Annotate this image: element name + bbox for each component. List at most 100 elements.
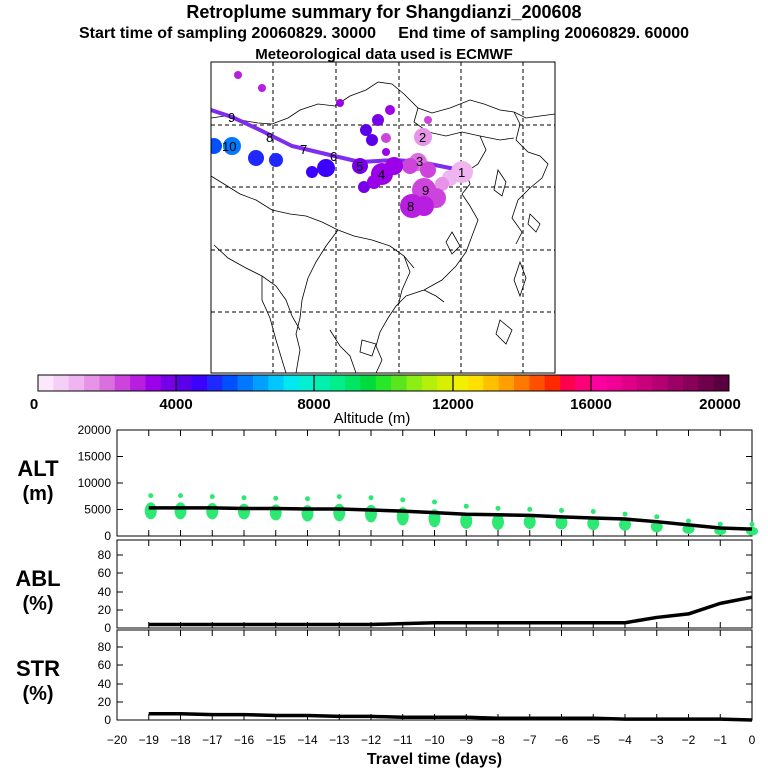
y-tick-label: 0 — [104, 713, 111, 727]
border-line — [397, 255, 411, 307]
spread-dot — [686, 518, 691, 524]
series-line-alt — [148, 506, 753, 531]
x-tick-label: −9 — [459, 733, 473, 747]
coast-line — [213, 244, 301, 331]
x-tick-label: −7 — [523, 733, 537, 747]
spread-dot — [273, 495, 279, 501]
colorbar-cell — [498, 375, 515, 391]
spread-dot — [241, 495, 247, 501]
colorbar-cell — [560, 375, 576, 391]
spread-dot — [495, 505, 501, 511]
colorbar-tick-label: 12000 — [432, 396, 474, 413]
panel-ylabel: STR — [16, 656, 60, 681]
y-tick-label: 0 — [104, 621, 111, 635]
colorbar-cell — [621, 375, 638, 391]
panel-ylabel-unit: (%) — [22, 683, 53, 705]
y-tick-label: 60 — [98, 566, 112, 580]
cluster-label: 5 — [356, 159, 363, 174]
colorbar-cell — [314, 375, 331, 391]
cluster-6 — [306, 159, 335, 178]
cluster-label: 6 — [330, 149, 337, 164]
colorbar-cell — [514, 375, 530, 391]
panel-alt: 20000 15000 10000 5000 0 ALT(m) — [17, 423, 758, 543]
spread-dot — [559, 507, 564, 513]
colorbar-cell — [652, 375, 668, 391]
x-tick-label: −3 — [650, 733, 664, 747]
map-background — [211, 62, 555, 373]
map-content: 1 2 3 4 5 6 7 8 9 10 9 8 — [211, 62, 555, 373]
border-line — [413, 107, 515, 141]
colorbar-cell — [529, 375, 546, 391]
coastlines-borders — [211, 81, 555, 373]
spread-blob — [555, 515, 568, 530]
colorbar-label: Altitude (m) — [334, 410, 411, 427]
x-tick-label: −17 — [202, 733, 223, 747]
spread-dot — [368, 495, 374, 501]
x-tick-label: 0 — [749, 733, 756, 747]
colorbar-cell — [667, 375, 684, 391]
spread-dot — [400, 497, 406, 503]
panel-ylabel: ABL — [15, 566, 60, 591]
spread-blob — [365, 504, 377, 523]
colorbar-cell — [237, 375, 254, 391]
island-outline — [445, 231, 461, 255]
cluster-label: 9 — [228, 110, 235, 125]
map-panel: 1 2 3 4 5 6 7 8 9 10 9 8 — [210, 61, 556, 374]
spread-blob — [174, 502, 187, 520]
x-tick-label: −1 — [713, 733, 727, 747]
colorbar-cell — [682, 375, 699, 391]
cluster-1 — [435, 161, 473, 191]
coast-line — [329, 329, 357, 373]
cluster-label: 7 — [300, 142, 307, 157]
plume-clusters — [211, 71, 473, 218]
x-tick-label: −10 — [424, 733, 445, 747]
map-frame — [210, 61, 556, 374]
colorbar-cell — [391, 375, 407, 391]
colorbar-cell — [114, 375, 131, 391]
colorbar-cell — [713, 375, 730, 391]
spread-blob — [206, 503, 219, 520]
spread-dot — [749, 521, 755, 527]
cluster-label: 10 — [222, 139, 236, 154]
y-tick-label: 60 — [98, 658, 112, 672]
colorbar-cell — [38, 375, 54, 391]
spread-blob — [492, 514, 504, 530]
colorbar-cell — [99, 375, 116, 391]
panel-frame — [116, 629, 753, 721]
colorbar-cell — [406, 375, 423, 391]
cluster-4 — [367, 157, 403, 189]
x-tick-label: −20 — [107, 733, 128, 747]
y-tick-label: 15000 — [78, 450, 112, 464]
coast-line — [295, 229, 339, 373]
x-tick-label: −14 — [297, 733, 318, 747]
spread-dot — [622, 511, 628, 517]
x-tick-label: −2 — [682, 733, 696, 747]
y-tick-label: 20 — [98, 603, 112, 617]
coast-line — [261, 276, 287, 373]
colorbar-cell — [636, 375, 653, 391]
colorbar-cell — [544, 375, 561, 391]
colorbar-frame — [37, 374, 730, 392]
panel-ylabel: ALT — [17, 456, 59, 481]
spread-blob — [238, 503, 250, 520]
spread-dot — [336, 494, 342, 500]
colorbar-tick-label: 8000 — [297, 396, 330, 413]
y-tick-label: 40 — [98, 677, 112, 691]
cluster-label: 2 — [419, 130, 426, 145]
cluster-label: 1 — [458, 165, 465, 180]
series-line-str — [148, 711, 753, 722]
y-tick-label: 20000 — [78, 423, 112, 437]
end-time-label: End time of sampling 20060829. 60000 — [398, 25, 690, 42]
colorbar-cell — [606, 375, 622, 391]
x-tick-label: −11 — [393, 733, 413, 747]
spread-blob — [619, 518, 631, 531]
colorbar-cell — [130, 375, 146, 391]
x-tick-label: −18 — [170, 733, 191, 747]
x-tick-label: −6 — [555, 733, 569, 747]
x-tick-label: −5 — [586, 733, 600, 747]
spread-dot — [463, 503, 469, 509]
time-series-panels: 20000150001000050000ALT(m)806040200ABL(%… — [15, 423, 758, 768]
cluster-3 — [402, 153, 436, 178]
spread-dot — [209, 494, 215, 500]
